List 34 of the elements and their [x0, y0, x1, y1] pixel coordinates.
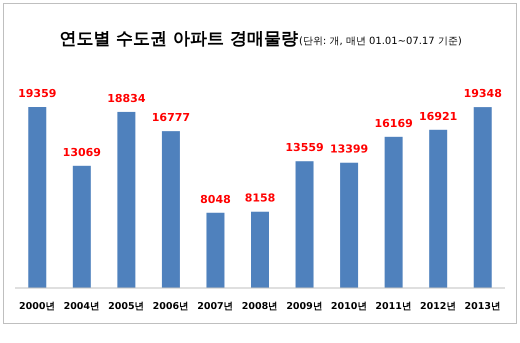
bar: [474, 107, 492, 288]
bar: [28, 107, 46, 288]
bar: [206, 212, 224, 288]
bar: [162, 131, 180, 288]
bar: [384, 136, 403, 288]
x-tick-label: 2004년: [64, 301, 100, 312]
data-label: 8048: [200, 192, 231, 206]
x-tick-label: 2000년: [19, 301, 56, 312]
data-label: 13399: [330, 142, 368, 156]
x-tick-label: 2008년: [242, 301, 278, 312]
data-label: 8158: [244, 192, 276, 205]
data-label: 13559: [285, 141, 324, 154]
data-label: 18834: [107, 92, 146, 105]
x-tick-label: 2005년: [108, 301, 145, 312]
x-tick-label: 2007년: [197, 301, 234, 312]
x-tick-label: 2011년: [375, 301, 412, 312]
bar: [429, 130, 448, 288]
data-label: 19359: [18, 87, 56, 100]
x-tick-label: 2010년: [330, 301, 368, 312]
bar: [340, 162, 358, 288]
x-tick-label: 2009년: [286, 301, 323, 312]
title: 연도별 수도권 아파트 경매물량(단위: 개, 매년 01.01~07.17 기준): [59, 29, 462, 49]
bar: [296, 161, 314, 288]
data-label: 13069: [62, 146, 101, 159]
x-tick-label: 2006년: [152, 301, 190, 312]
bar: [72, 166, 91, 288]
data-label: 16169: [374, 116, 413, 130]
data-label: 19348: [464, 87, 502, 100]
data-label: 16921: [419, 110, 458, 123]
bar: [117, 112, 136, 288]
x-tick-label: 2013년: [464, 301, 501, 312]
x-tick-label: 2012년: [420, 301, 456, 312]
data-label: 16777: [152, 111, 190, 124]
bar: [251, 212, 269, 288]
